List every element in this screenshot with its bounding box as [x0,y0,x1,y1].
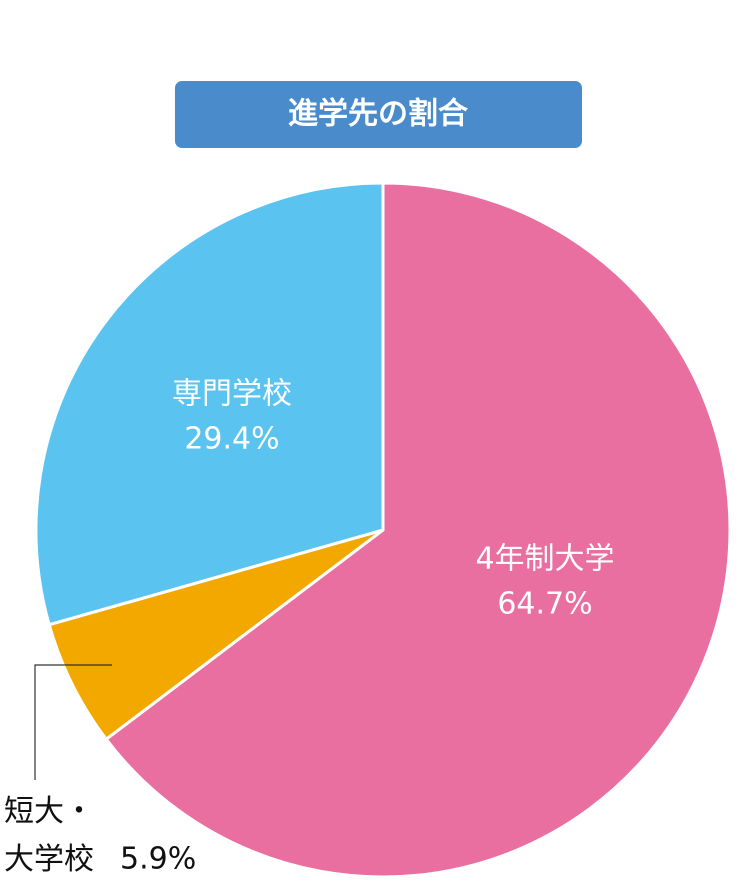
pie-slice [34,181,385,627]
slice-label: 4年制大学 [475,542,614,577]
leader-line [34,664,112,780]
slice-value: 64.7% [497,587,592,622]
title-box [175,81,582,148]
slice-label: 専門学校 [172,377,292,412]
pie-slice [47,528,385,741]
slice-label-line: 大学校 [4,842,94,877]
slice-value: 5.9% [120,842,196,877]
slice-label: 短大・大学校 [4,794,94,877]
chart-title: 進学先の割合 [288,97,468,132]
pie-slice [104,181,732,879]
pie [34,181,732,879]
slice-label-line: 短大・ [4,794,94,829]
slice-value: 29.4% [184,422,279,457]
